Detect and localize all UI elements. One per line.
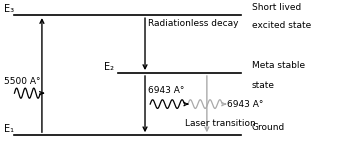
Text: Radiationless decay: Radiationless decay [148, 20, 239, 28]
Text: excited state: excited state [252, 21, 311, 30]
Text: 5500 A°: 5500 A° [4, 77, 41, 86]
Text: 6943 A°: 6943 A° [227, 100, 264, 109]
Text: E₁: E₁ [4, 124, 14, 134]
Text: state: state [252, 81, 275, 90]
Text: Meta stable: Meta stable [252, 61, 305, 70]
Text: Laser transition: Laser transition [185, 119, 255, 128]
Text: 6943 A°: 6943 A° [148, 86, 185, 95]
Text: Short lived: Short lived [252, 3, 301, 12]
Text: E₃: E₃ [4, 4, 14, 14]
Text: E₂: E₂ [104, 62, 114, 72]
Text: Ground: Ground [252, 123, 285, 132]
